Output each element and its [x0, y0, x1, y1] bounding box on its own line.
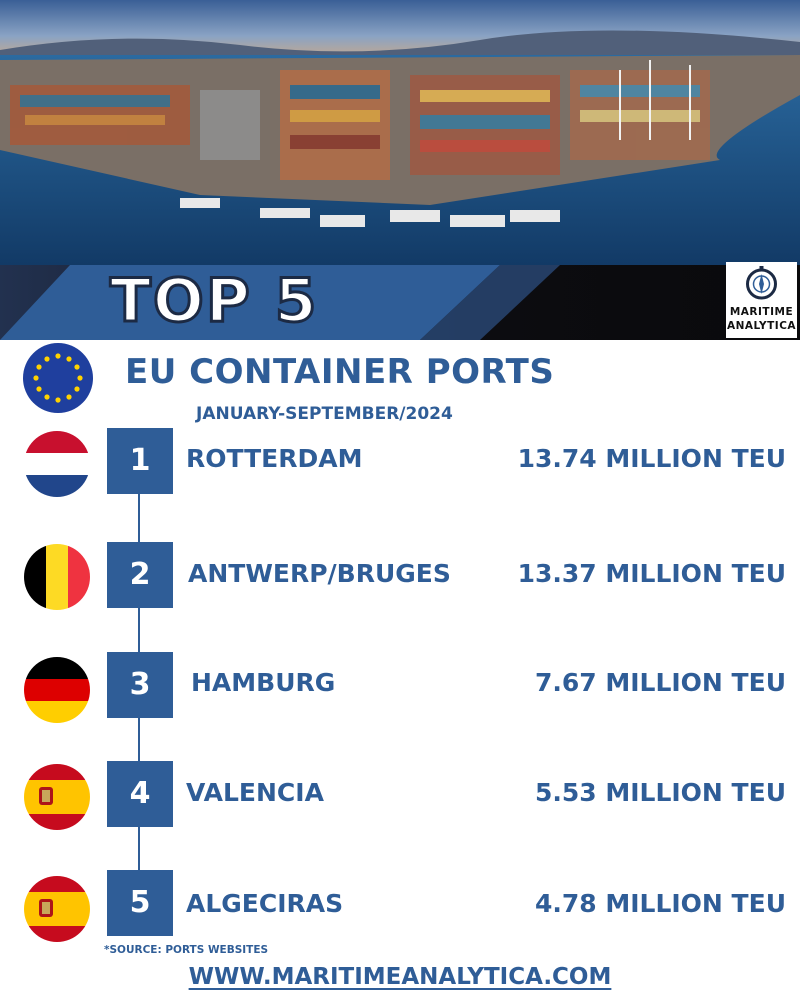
netherlands-flag-icon [23, 430, 91, 498]
headline: TOP 5 [109, 265, 319, 338]
maritime-analytica-logo: MARITIME ANALYTICA [726, 262, 797, 338]
germany-flag-icon [23, 656, 91, 724]
port-name-4: VALENCIA [186, 778, 324, 807]
period-subtitle: JANUARY-SEPTEMBER/2024 [196, 404, 453, 424]
spain-flag-icon [23, 875, 91, 943]
compass-icon [746, 266, 777, 300]
page-title: EU CONTAINER PORTS [125, 352, 555, 392]
port-name-5: ALGECIRAS [186, 889, 344, 918]
port-volume-3: 7.67 MILLION TEU [534, 668, 786, 697]
rank-badge-4: 4 [107, 761, 173, 827]
source-note: *SOURCE: PORTS WEBSITES [104, 944, 269, 956]
eu-flag-icon [22, 342, 94, 414]
rank-badge-1: 1 [107, 428, 173, 494]
port-name-2: ANTWERP/BRUGES [188, 559, 451, 588]
logo-line2: ANALYTICA [726, 320, 797, 332]
hero-port-photo [0, 0, 800, 265]
port-volume-1: 13.74 MILLION TEU [517, 444, 786, 473]
spain-flag-icon [23, 763, 91, 831]
port-volume-4: 5.53 MILLION TEU [534, 778, 786, 807]
port-volume-5: 4.78 MILLION TEU [534, 889, 786, 918]
website-link[interactable]: WWW.MARITIMEANALYTICA.COM [188, 964, 612, 990]
rank-badge-5: 5 [107, 870, 173, 936]
port-name-3: HAMBURG [191, 668, 336, 697]
belgium-flag-icon [23, 543, 91, 611]
port-volume-2: 13.37 MILLION TEU [517, 559, 786, 588]
port-name-1: ROTTERDAM [186, 444, 363, 473]
rank-badge-3: 3 [107, 652, 173, 718]
logo-line1: MARITIME [729, 306, 794, 318]
top5-banner [0, 265, 800, 340]
rank-badge-2: 2 [107, 542, 173, 608]
